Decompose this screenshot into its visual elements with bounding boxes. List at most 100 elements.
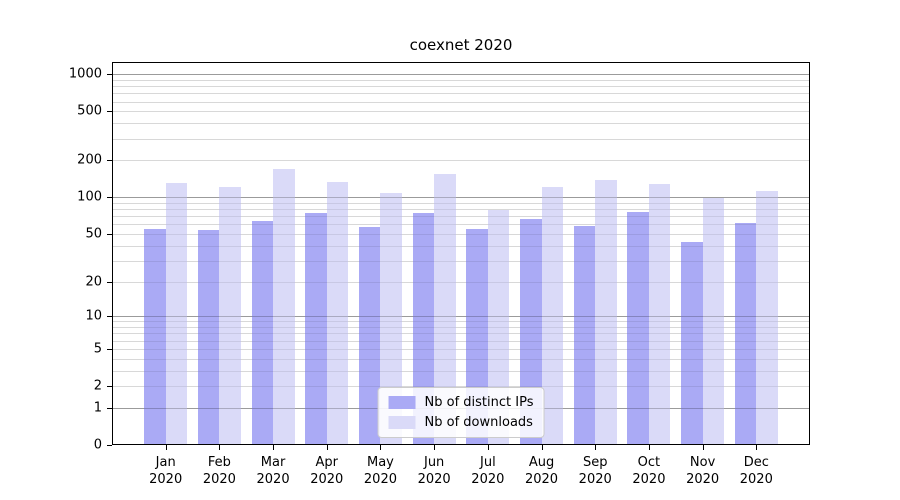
x-axis-tick bbox=[165, 445, 167, 450]
x-axis-tick-label-line: 2020 bbox=[686, 472, 720, 487]
gridline-minor bbox=[112, 281, 810, 283]
x-axis-tick-label: Feb 2020 bbox=[203, 454, 236, 488]
y-axis-tick-label: 10 bbox=[85, 308, 102, 324]
gridline-minor bbox=[112, 321, 810, 323]
legend-label: Nb of downloads bbox=[424, 415, 533, 430]
chart-title: coexnet 2020 bbox=[409, 36, 513, 54]
gridline-minor bbox=[112, 86, 810, 88]
gridline-minor bbox=[112, 93, 810, 95]
y-axis-tick bbox=[107, 74, 112, 76]
plot-area: 0 1 2 5 10 20 50 100 200 500 1000 Jan 2020 Feb 2020 Mar… bbox=[69, 62, 810, 487]
x-axis-tick-label: Jul 2020 bbox=[471, 454, 504, 488]
gridline-minor bbox=[112, 111, 810, 113]
gridline-minor bbox=[112, 79, 810, 81]
gridline-major bbox=[112, 316, 810, 318]
y-axis-tick bbox=[107, 407, 112, 409]
y-axis-tick bbox=[107, 445, 112, 446]
x-axis-tick-label: Jun 2020 bbox=[418, 454, 451, 488]
x-axis-tick-label: Jan 2020 bbox=[149, 454, 182, 488]
bar bbox=[197, 229, 220, 445]
y-axis-tick-label: 200 bbox=[77, 152, 102, 168]
gridline-minor bbox=[112, 340, 810, 342]
gridline-minor bbox=[112, 386, 810, 388]
y-axis-tick bbox=[107, 281, 112, 283]
x-axis-tick-label: Aug 2020 bbox=[525, 454, 558, 488]
y-axis-tick-label: 2 bbox=[93, 378, 102, 394]
gridline-minor bbox=[112, 224, 810, 226]
bar bbox=[734, 223, 757, 445]
x-axis-tick-label-line: Aug bbox=[528, 455, 555, 470]
bar bbox=[326, 182, 349, 445]
x-axis-tick-label: Sep 2020 bbox=[579, 454, 612, 488]
x-axis-tick-label-line: Sep bbox=[582, 455, 608, 470]
gridline-minor bbox=[112, 138, 810, 140]
gridline-minor bbox=[112, 209, 810, 211]
bar bbox=[144, 228, 166, 445]
gridline-major bbox=[112, 197, 810, 199]
gridline-minor bbox=[112, 245, 810, 247]
y-axis-tick-label: 0 bbox=[93, 437, 102, 453]
gridlines-layer bbox=[112, 62, 810, 445]
bar bbox=[434, 173, 456, 445]
gridline-minor bbox=[112, 93, 810, 95]
x-axis-tick-label: Oct 2020 bbox=[632, 454, 665, 488]
gridline-minor bbox=[112, 333, 810, 335]
bar bbox=[165, 183, 188, 445]
y-axis-tick-label: 50 bbox=[85, 226, 102, 242]
y-axis-tick-label: 500 bbox=[77, 103, 102, 119]
x-axis-tick-label-line: 2020 bbox=[471, 472, 505, 487]
bar bbox=[219, 186, 241, 445]
gridline-minor bbox=[112, 202, 810, 204]
y-axis-tick-label: 1000 bbox=[68, 66, 102, 82]
bars-layer bbox=[112, 62, 810, 445]
x-axis-tick bbox=[541, 445, 543, 450]
y-axis-tick bbox=[107, 316, 112, 318]
bar bbox=[358, 227, 381, 445]
gridline-minor bbox=[112, 224, 810, 226]
x-axis-tick-label-line: 2020 bbox=[739, 472, 773, 487]
gridline-major bbox=[112, 316, 810, 318]
x-axis-tick-label-line: 2020 bbox=[202, 472, 236, 487]
gridline-minor bbox=[112, 370, 810, 372]
x-axis-tick bbox=[595, 445, 597, 450]
y-axis-tick-label: 20 bbox=[85, 274, 102, 290]
x-axis-tick-label-line: Jul bbox=[480, 455, 496, 470]
gridline-minor bbox=[112, 358, 810, 360]
bar bbox=[273, 169, 295, 445]
gridline-minor bbox=[112, 358, 810, 360]
bar bbox=[648, 183, 671, 445]
bar bbox=[305, 213, 327, 445]
x-axis-tick-label-line: Dec bbox=[743, 455, 769, 470]
x-axis-tick-label-line: May bbox=[367, 455, 394, 470]
gridline-minor bbox=[112, 160, 810, 162]
gridline-minor bbox=[112, 216, 810, 218]
x-axis-tick-label: Nov 2020 bbox=[686, 454, 719, 488]
x-axis-tick bbox=[648, 445, 650, 450]
gridline-minor bbox=[112, 160, 810, 162]
x-axis-tick-label-line: Oct bbox=[637, 455, 661, 470]
gridline-minor bbox=[112, 101, 810, 103]
x-axis-tick bbox=[487, 445, 489, 450]
y-axis-tick bbox=[107, 197, 112, 199]
x-axis-tick bbox=[219, 445, 221, 450]
x-axis-tick-label-line: Mar bbox=[260, 455, 286, 470]
gridline-major bbox=[112, 74, 810, 76]
gridline-minor bbox=[112, 123, 810, 125]
x-axis-tick-label-line: Feb bbox=[207, 455, 231, 470]
gridline-minor bbox=[112, 260, 810, 262]
y-axis-tick bbox=[107, 160, 112, 162]
x-axis-tick-label-line: 2020 bbox=[417, 472, 451, 487]
bar bbox=[627, 211, 649, 445]
x-axis-tick-label-line: Apr bbox=[315, 455, 339, 470]
bar bbox=[595, 180, 617, 445]
gridline-minor bbox=[112, 370, 810, 372]
bar bbox=[251, 220, 274, 445]
gridline-minor bbox=[112, 79, 810, 81]
x-axis-tick bbox=[434, 445, 436, 450]
y-axis-tick bbox=[107, 348, 112, 350]
x-axis-tick-label-line: 2020 bbox=[632, 472, 666, 487]
gridline-major bbox=[112, 74, 810, 76]
x-axis-tick-label: May 2020 bbox=[364, 454, 397, 488]
x-axis-tick bbox=[326, 445, 328, 450]
gridline-minor bbox=[112, 260, 810, 262]
